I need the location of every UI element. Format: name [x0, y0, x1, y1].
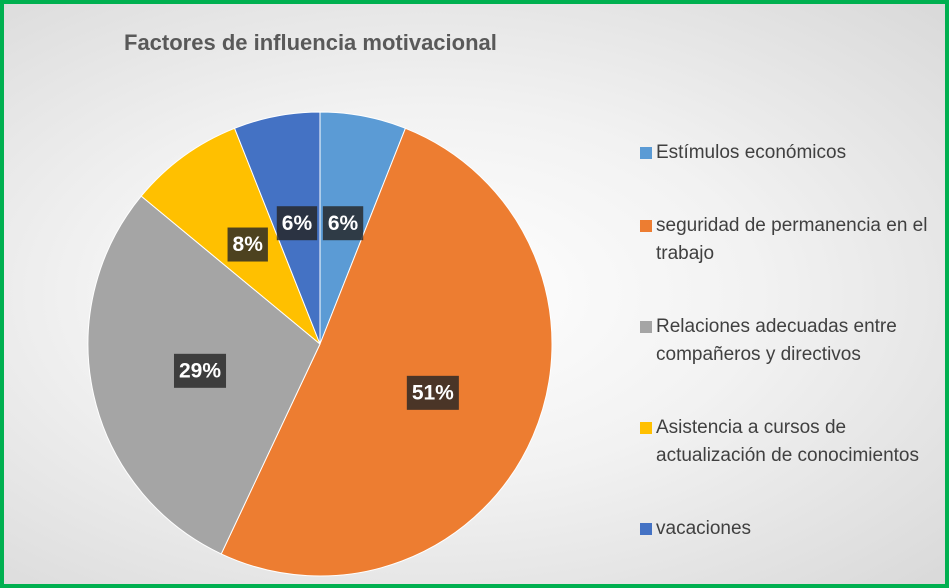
data-label: 6% [276, 206, 318, 241]
data-label: 8% [227, 227, 268, 262]
data-label-text: 6% [328, 212, 359, 235]
data-label-text: 51% [412, 381, 454, 404]
legend-swatch [640, 523, 652, 536]
chart-title: Factores de influencia motivacional [124, 30, 497, 55]
legend-item: Estímulos económicos [640, 139, 940, 167]
data-label-text: 8% [233, 233, 264, 256]
data-label-box [173, 353, 227, 388]
data-label: 29% [173, 353, 227, 388]
data-label: 6% [322, 206, 364, 241]
legend-swatch [640, 422, 652, 435]
data-label-text: 29% [179, 359, 221, 382]
data-label-box [322, 206, 364, 241]
pie-slice [220, 127, 553, 577]
legend-item: Asistencia a cursos de actualización de … [640, 414, 940, 470]
data-label-text: 6% [282, 212, 313, 235]
legend-swatch [640, 146, 652, 159]
data-label: 51% [406, 375, 459, 410]
legend-swatch [640, 320, 652, 333]
legend-label: Relaciones adecuadas entre compañeros y … [656, 315, 897, 365]
legend-item: seguridad de permanencia en el trabajo [640, 212, 940, 268]
legend-item: vacaciones [640, 515, 940, 543]
legend-swatch [640, 219, 652, 232]
legend-item: Relaciones adecuadas entre compañeros y … [640, 313, 940, 369]
legend-label: vacaciones [656, 518, 752, 540]
chart: Factores de influencia motivacional 6% 51… [87, 30, 553, 577]
legend: Estímulos económicos seguridad de permane… [640, 116, 940, 566]
legend-label: Asistencia a cursos de actualización de … [656, 417, 919, 467]
legend-label: seguridad de permanencia en el trabajo [656, 214, 928, 264]
data-label-box [227, 227, 268, 262]
legend-label: Estímulos económicos [656, 141, 847, 163]
data-label-box [406, 375, 459, 410]
data-label-box [276, 206, 318, 241]
